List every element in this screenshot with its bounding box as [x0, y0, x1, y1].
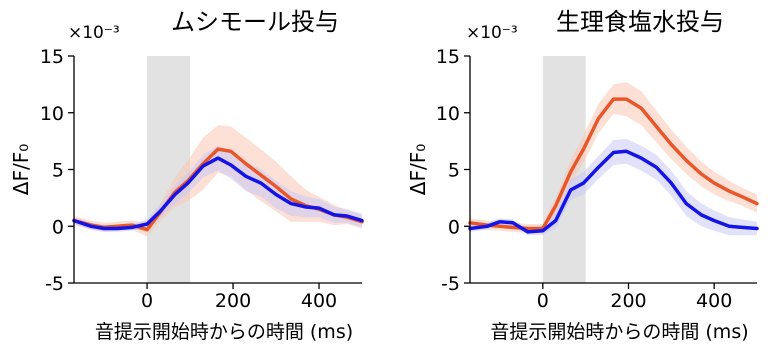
- x-tick-label: 200: [610, 290, 646, 312]
- series-1-error-band: [74, 125, 362, 237]
- y-tick-label: 10: [436, 103, 460, 125]
- chart-panel-2: -5 0 5 10 15 0 200 400 生理食塩水投与 ×10⁻³ ΔF/F₀ 音提示開始時から…: [406, 8, 759, 343]
- chart-title: 生理食塩水投与: [556, 8, 724, 36]
- chart-title: ムシモール投与: [171, 8, 339, 36]
- y-tick-label: 15: [40, 46, 64, 68]
- y-tick-label: 15: [436, 46, 460, 68]
- x-axis-label: 音提示開始時からの時間 (ms): [490, 321, 748, 343]
- y-scale-factor: ×10⁻³: [466, 23, 518, 43]
- x-tick-label: 400: [696, 290, 732, 312]
- y-tick-label: 0: [448, 216, 460, 238]
- series-1-error-band: [470, 82, 757, 234]
- y-tick-label: 5: [52, 160, 64, 182]
- y-tick-label: 10: [40, 103, 64, 125]
- y-scale-factor: ×10⁻³: [68, 23, 120, 43]
- x-axis-label: 音提示開始時からの時間 (ms): [95, 321, 353, 343]
- y-tick-label: 0: [52, 216, 64, 238]
- y-tick-label: -5: [45, 273, 64, 295]
- x-tick-label: 400: [301, 290, 337, 312]
- series-2-error-band: [470, 138, 757, 236]
- series-2-line: [468, 149, 759, 234]
- y-axis-label: ΔF/F₀: [9, 144, 33, 195]
- x-tick-label: 0: [537, 290, 549, 312]
- x-tick-label: 0: [141, 290, 153, 312]
- y-tick-label: -5: [441, 273, 460, 295]
- y-tick-label: 5: [448, 160, 460, 182]
- chart-panel-1: -5 0 5 10 15 0 200 400 ムシモール投与 ×10⁻³ ΔF/F₀ 音提示開始時から…: [9, 8, 364, 343]
- x-tick-label: 200: [215, 290, 251, 312]
- series-2-line: [72, 156, 364, 231]
- y-axis-label: ΔF/F₀: [406, 144, 430, 195]
- series-2-error-band: [74, 145, 362, 232]
